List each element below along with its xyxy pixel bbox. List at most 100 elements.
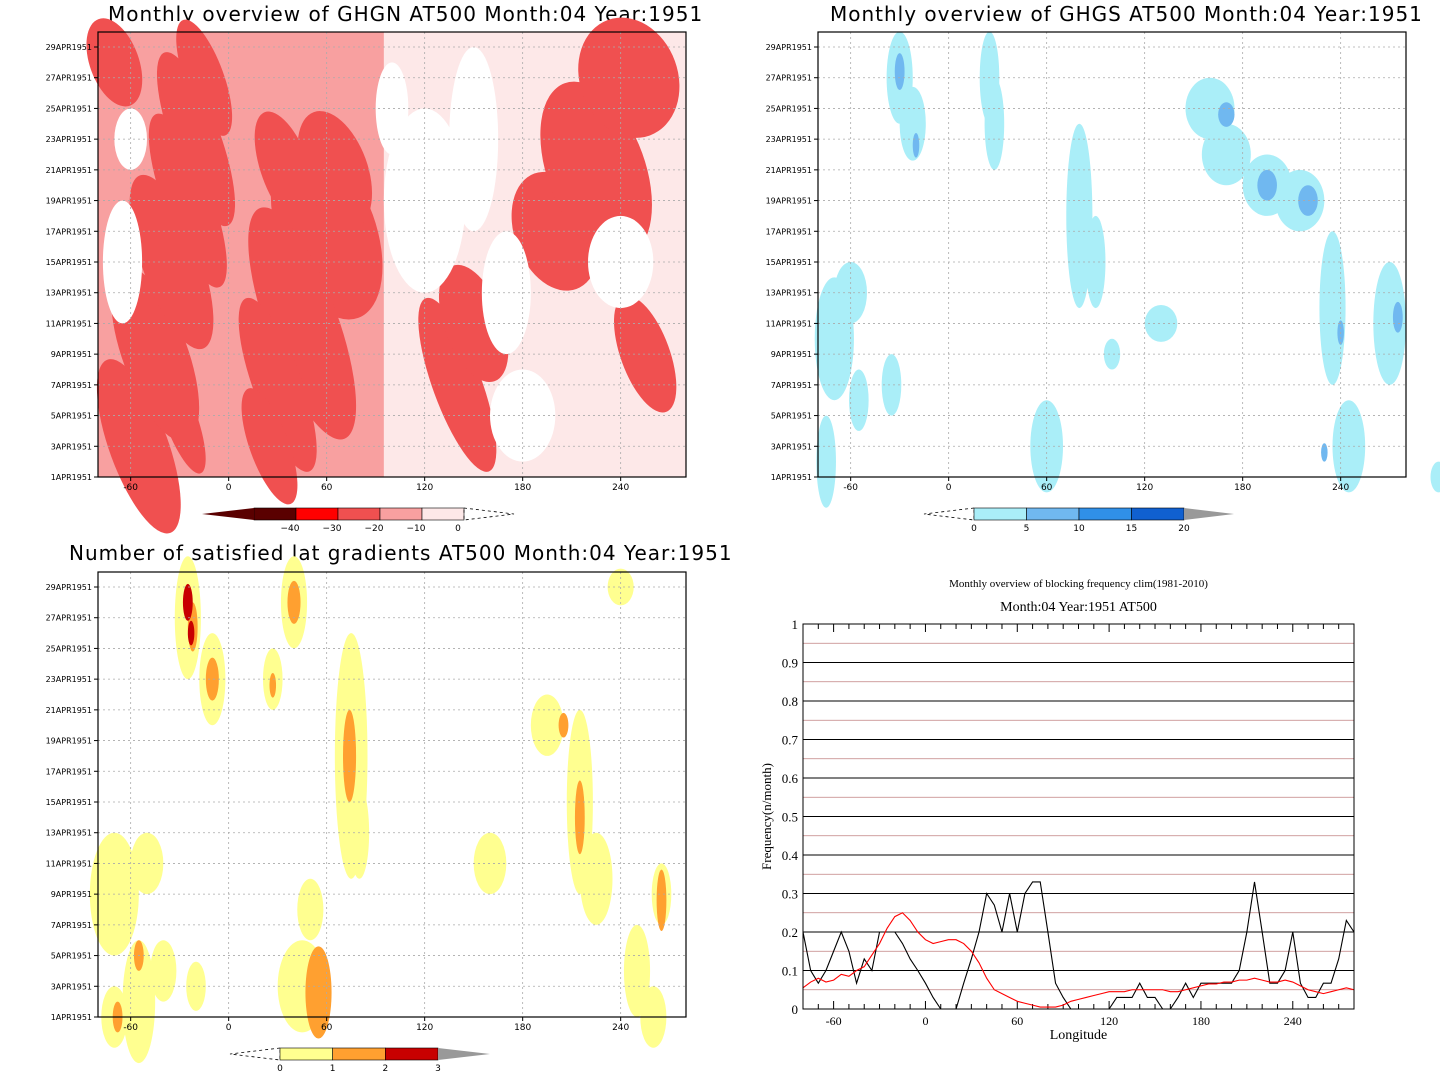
ghgn-date-label: 27APR1951 [46, 74, 92, 83]
ghgn-contour-region [248, 207, 357, 440]
latgrad-lon-label: 180 [514, 1023, 531, 1033]
ghgn-white-patch [490, 369, 556, 462]
latgrad-lon-label: 60 [321, 1023, 333, 1033]
lat-grad-contour-core [656, 869, 667, 931]
ghgn-lon-label: 240 [612, 483, 629, 493]
ghgn-contour-region [156, 52, 236, 227]
latgrad-lon-label: 120 [416, 1023, 433, 1033]
ghgn-cbar-label: −30 [323, 524, 342, 534]
ghgn-white-patch [102, 200, 143, 324]
latgrad-date-label: 19APR1951 [46, 737, 92, 746]
ghgn-cbar-swatch [295, 507, 339, 521]
ghgs-contour-core [894, 53, 905, 90]
ghgs-date-label: 15APR1951 [766, 258, 812, 267]
ghgn-date-label: 11APR1951 [46, 319, 92, 328]
lat-grad-contour-peak [182, 583, 193, 621]
line-chart-xtick-label: 240 [1284, 1014, 1302, 1028]
ghgn-cbar-swatch [421, 507, 465, 521]
ghgs-contour-region [1103, 338, 1121, 370]
line-chart-ytick-label: 0.3 [782, 887, 798, 902]
latgrad-cbar-swatch [279, 1047, 333, 1061]
ghgs-contour-region [1085, 215, 1106, 309]
ghgs-contour-region [881, 354, 902, 416]
line-chart-ytick-label: 0 [792, 1002, 799, 1017]
ghgn-cbar-label: −40 [281, 524, 300, 534]
ghgs-contour-core [912, 133, 920, 158]
ghgn-cbar-swatch [337, 507, 381, 521]
ghgn-cbar-right-end [463, 507, 515, 521]
latgrad-date-label: 13APR1951 [46, 829, 92, 838]
lat-gradients-heatmap: 29APR195127APR195125APR195123APR195121AP… [46, 556, 687, 1074]
ghgs-date-label: 23APR1951 [766, 135, 812, 144]
ghgs-lon-label: 180 [1234, 483, 1251, 493]
lat-grad-contour-core [574, 780, 585, 855]
ghgs-cbar-swatch [1078, 507, 1132, 521]
lat-gradients-panel-title: Number of satisfied lat gradients AT500 … [69, 541, 733, 565]
ghgn-date-label: 5APR1951 [51, 412, 92, 421]
line-chart-ytick-label: 0.4 [782, 848, 799, 863]
lat-grad-contour-region [122, 940, 156, 1064]
ghgn-lon-label: -60 [123, 483, 138, 493]
line-chart-ytick-label: 0.7 [782, 733, 799, 748]
ghgs-cbar-left-end [923, 507, 975, 521]
ghgs-lon-label: 60 [1041, 483, 1053, 493]
latgrad-plot-frame [97, 571, 687, 1018]
lat-grad-contour-core [343, 709, 357, 802]
ghgs-date-label: 13APR1951 [766, 289, 812, 298]
ghgn-date-label: 9APR1951 [51, 350, 92, 359]
ghgs-lon-label: -60 [843, 483, 858, 493]
ghgn-lon-label: 0 [226, 483, 232, 493]
ghgs-contour-core [1218, 102, 1235, 127]
ghgs-contour-region [849, 369, 869, 431]
ghgs-cbar-swatch [973, 507, 1027, 521]
ghgn-cbar-label: −20 [365, 524, 384, 534]
lat-grad-contour-region [579, 832, 613, 925]
ghgs-date-label: 3APR1951 [771, 442, 812, 451]
ghgn-date-label: 25APR1951 [46, 104, 92, 113]
ghgs-lon-label: 240 [1332, 483, 1349, 493]
ghgs-cbar-swatch [1026, 507, 1080, 521]
ghgs-lon-label: 0 [946, 483, 952, 493]
ghgs-date-label: 19APR1951 [766, 197, 812, 206]
latgrad-cbar-label: 1 [330, 1064, 336, 1074]
lat-grad-contour-region [297, 878, 324, 941]
ghgs-contour-region [899, 86, 926, 161]
ghgs-contour-region [984, 77, 1005, 170]
latgrad-cbar-swatch [332, 1047, 386, 1061]
line-chart-frame [802, 623, 1355, 1010]
ghgs-cbar-label: 0 [971, 524, 977, 534]
ghgn-contour-region [613, 295, 677, 413]
ghgs-panel-title: Monthly overview of GHGS AT500 Month:04 … [830, 2, 1423, 26]
latgrad-lon-label: -60 [123, 1023, 138, 1033]
ghgn-date-label: 23APR1951 [46, 135, 92, 144]
latgrad-date-label: 17APR1951 [46, 767, 92, 776]
ghgs-date-label: 17APR1951 [766, 227, 812, 236]
line-chart-subtitle: Month:04 Year:1951 AT500 [1000, 600, 1157, 615]
ghgn-date-label: 29APR1951 [46, 43, 92, 52]
ghgn-panel-title: Monthly overview of GHGN AT500 Month:04 … [108, 2, 704, 26]
latgrad-date-label: 25APR1951 [46, 644, 92, 653]
ghgs-date-label: 9APR1951 [771, 350, 812, 359]
line-chart-ytick-label: 0.2 [782, 925, 798, 940]
ghgn-cbar-label: −10 [407, 524, 426, 534]
latgrad-cbar-swatch [385, 1047, 439, 1061]
ghgn-plot-frame [97, 31, 687, 478]
lat-grad-contour-region [130, 832, 164, 895]
latgrad-lon-label: 240 [612, 1023, 629, 1033]
ghgs-date-label: 29APR1951 [766, 43, 812, 52]
ghgs-plot-frame [817, 31, 1407, 478]
ghgn-date-label: 13APR1951 [46, 289, 92, 298]
ghgs-cbar-label: 10 [1073, 524, 1085, 534]
ghgs-cbar-swatch [1131, 507, 1185, 521]
lat-grad-contour-core [558, 712, 569, 738]
ghgs-contour-region [1144, 305, 1178, 342]
ghgn-lon-label: 60 [321, 483, 333, 493]
latgrad-cbar-label: 0 [277, 1064, 283, 1074]
ghgs-date-label: 7APR1951 [771, 381, 812, 390]
latgrad-date-label: 29APR1951 [46, 583, 92, 592]
climatology-line [802, 912, 1355, 1008]
ghgs-contour-region [1201, 123, 1251, 186]
ghgs-contour-core [1392, 301, 1403, 333]
ghgs-contour-region [1430, 461, 1440, 493]
ghgn-contour-region [238, 297, 317, 472]
